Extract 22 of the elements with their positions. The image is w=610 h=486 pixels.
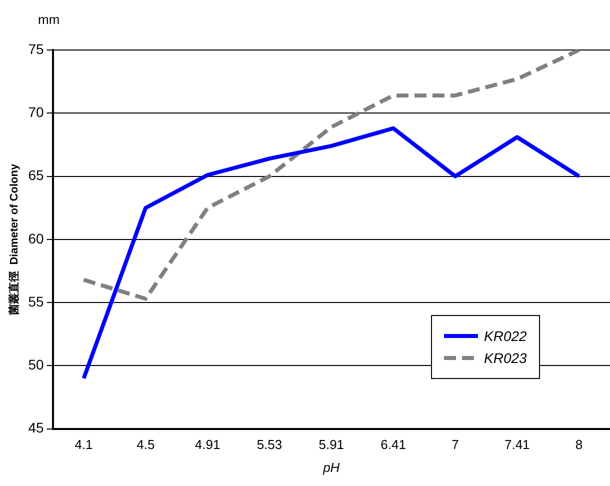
x-axis-title: pH: [322, 460, 340, 475]
x-tick-label: 7.41: [504, 437, 530, 452]
y-tick-label: 55: [28, 293, 44, 310]
y-tick-label: 60: [28, 230, 44, 246]
x-tick-label: 4.91: [194, 437, 220, 452]
text: mm: [38, 12, 60, 27]
y-tick-label: 65: [28, 167, 44, 184]
legend-label: KR022: [484, 328, 527, 344]
line-series: [82, 50, 582, 301]
x-tick-label: 5.91: [318, 437, 344, 452]
y-axis-title: 菌叢直徑 Diameter of Colony: [8, 163, 21, 316]
x-tick-label: 4.5: [136, 437, 155, 452]
y-tick-label: 75: [28, 40, 44, 57]
x-tick-label: 6.41: [380, 437, 406, 452]
x-tick-label: 8: [575, 437, 583, 452]
legend-label: KR023: [484, 350, 527, 366]
x-tick-label: 5.53: [256, 437, 282, 452]
y-tick-label: 70: [28, 104, 44, 120]
y-tick-label: 45: [28, 420, 44, 436]
x-tick-label: 4.1: [74, 437, 93, 452]
x-tick-label: 7: [452, 437, 459, 452]
y-tick-label: 50: [28, 356, 44, 373]
